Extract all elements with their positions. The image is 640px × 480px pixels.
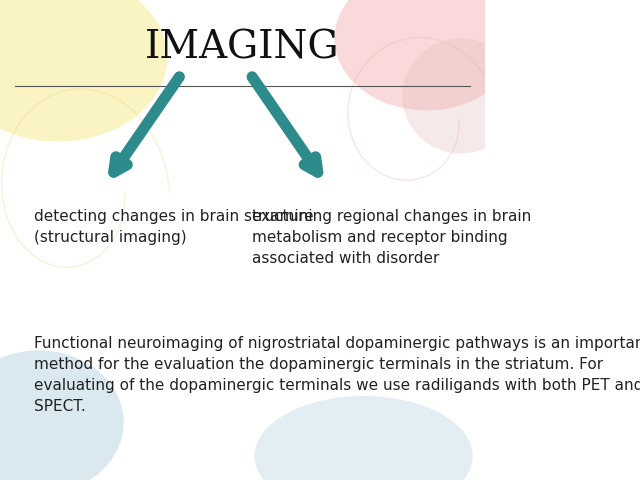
Ellipse shape: [0, 0, 167, 142]
Text: detecting changes in brain structure
(structural imaging): detecting changes in brain structure (st…: [34, 209, 314, 245]
Text: IMAGING: IMAGING: [145, 29, 340, 67]
Text: Functional neuroimaging of nigrostriatal dopaminergic pathways is an important
m: Functional neuroimaging of nigrostriatal…: [34, 336, 640, 414]
Ellipse shape: [255, 396, 473, 480]
Ellipse shape: [335, 0, 518, 110]
Ellipse shape: [0, 350, 124, 480]
Text: examining regional changes in brain
metabolism and receptor binding
associated w: examining regional changes in brain meta…: [252, 209, 531, 266]
Circle shape: [403, 38, 518, 154]
